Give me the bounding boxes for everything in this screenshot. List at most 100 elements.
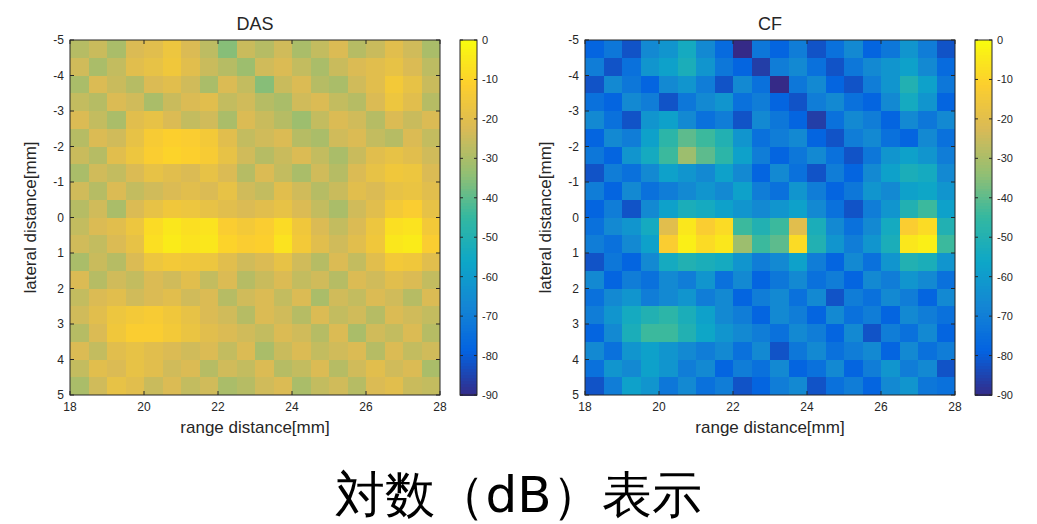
heat-cell: [937, 324, 956, 342]
heat-cell: [144, 200, 163, 218]
heat-cell: [89, 129, 108, 147]
heat-cell: [826, 342, 845, 360]
heat-cell: [585, 200, 604, 218]
heat-cell: [422, 324, 441, 342]
heat-cell: [715, 271, 734, 289]
colorbar-tick: [975, 118, 978, 119]
heat-cell: [107, 306, 126, 324]
colorbar-tick: [460, 355, 463, 356]
y-tick: [585, 288, 589, 289]
heat-cell: [585, 111, 604, 129]
heat-cell: [641, 93, 660, 111]
heat-cell: [918, 93, 937, 111]
heatmap-cells: [70, 40, 440, 395]
heat-cell: [641, 289, 660, 307]
heat-cell: [311, 58, 330, 76]
heat-cell: [622, 93, 641, 111]
heat-cell: [329, 58, 348, 76]
heat-cell: [292, 147, 311, 165]
heat-cell: [733, 342, 752, 360]
heat-cell: [126, 200, 145, 218]
heat-cell: [181, 360, 200, 378]
heat-cell: [715, 235, 734, 253]
plot-frame: [585, 40, 955, 395]
heat-cell: [329, 377, 348, 395]
heat-cell: [826, 289, 845, 307]
colorbar-tick: [460, 276, 463, 277]
heat-cell: [385, 271, 404, 289]
heat-cell: [715, 182, 734, 200]
heat-cell: [641, 147, 660, 165]
heat-cell: [622, 306, 641, 324]
heat-cell: [366, 164, 385, 182]
heat-cell: [237, 306, 256, 324]
heat-cell: [366, 306, 385, 324]
heat-cell: [255, 58, 274, 76]
heat-cell: [918, 218, 937, 236]
heat-cell: [403, 58, 422, 76]
heat-cell: [696, 182, 715, 200]
heat-cell: [696, 289, 715, 307]
heat-cell: [126, 93, 145, 111]
heat-cell: [733, 111, 752, 129]
heat-cell: [422, 253, 441, 271]
heat-cell: [107, 164, 126, 182]
heat-cell: [218, 164, 237, 182]
heat-cell: [881, 360, 900, 378]
x-tick: [659, 40, 660, 44]
heat-cell: [126, 253, 145, 271]
y-tick: [70, 75, 74, 76]
heat-cell: [863, 324, 882, 342]
heat-cell: [900, 129, 919, 147]
heat-cell: [715, 200, 734, 218]
heat-cell: [311, 147, 330, 165]
heat-cell: [641, 306, 660, 324]
heat-cell: [604, 182, 623, 200]
heat-cell: [89, 218, 108, 236]
heat-cell: [733, 377, 752, 395]
heat-cell: [881, 253, 900, 271]
heat-cell: [826, 235, 845, 253]
heat-cell: [144, 342, 163, 360]
y-tick: [70, 324, 74, 325]
heat-cell: [329, 129, 348, 147]
heat-cell: [144, 271, 163, 289]
heat-cell: [311, 306, 330, 324]
heat-cell: [218, 76, 237, 94]
heat-cell: [659, 200, 678, 218]
heat-cell: [807, 182, 826, 200]
heat-cell: [181, 200, 200, 218]
y-tick: [951, 217, 955, 218]
colorbar-tick: [989, 158, 992, 159]
heat-cell: [900, 182, 919, 200]
heat-cell: [89, 40, 108, 58]
y-tick: [585, 40, 589, 41]
y-tick-label: -4: [53, 69, 64, 83]
heat-cell: [292, 289, 311, 307]
heat-cell: [366, 342, 385, 360]
colorbar-tick: [989, 79, 992, 80]
heat-cell: [366, 93, 385, 111]
heat-cell: [237, 129, 256, 147]
heat-cell: [311, 129, 330, 147]
heat-cell: [200, 306, 219, 324]
heat-cell: [200, 40, 219, 58]
heat-cell: [311, 182, 330, 200]
heat-cell: [70, 147, 89, 165]
heat-cell: [900, 93, 919, 111]
colorbar-tick: [989, 197, 992, 198]
heat-cell: [255, 271, 274, 289]
heat-cell: [585, 93, 604, 111]
heat-cell: [604, 253, 623, 271]
x-tick: [292, 40, 293, 44]
x-tick: [807, 40, 808, 44]
heat-cell: [163, 218, 182, 236]
heat-cell: [292, 93, 311, 111]
colorbar-tick: [989, 355, 992, 356]
heat-cell: [826, 129, 845, 147]
heat-cell: [585, 58, 604, 76]
heat-cell: [715, 360, 734, 378]
heat-cell: [311, 200, 330, 218]
heat-cell: [237, 58, 256, 76]
heat-cell: [422, 164, 441, 182]
